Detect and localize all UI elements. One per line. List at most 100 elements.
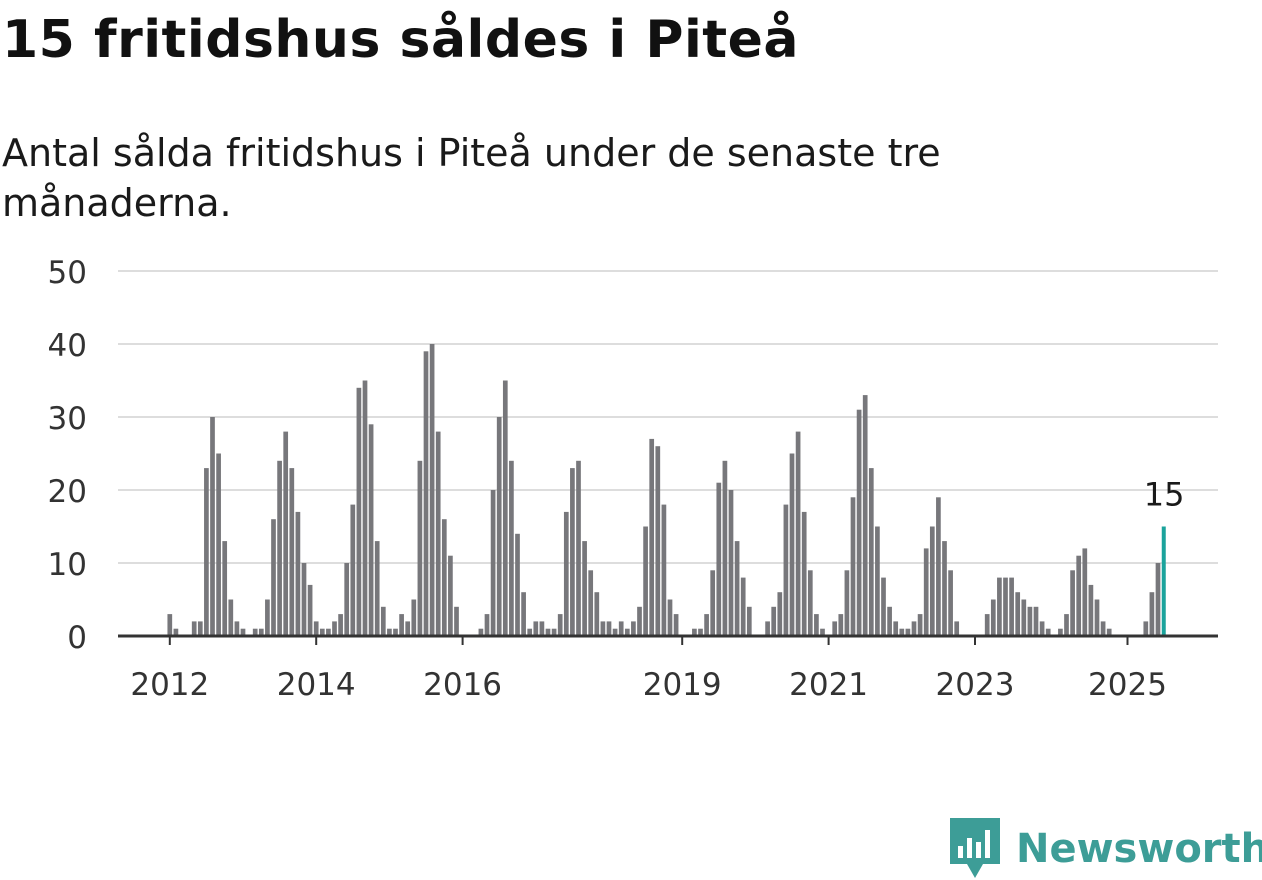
bar [1106, 628, 1112, 636]
bar [929, 526, 935, 636]
bar [936, 497, 941, 636]
bar [417, 460, 423, 636]
bar [667, 599, 673, 636]
bar [990, 599, 996, 636]
bar [594, 592, 600, 636]
bar [301, 563, 307, 636]
x-tick-label: 2014 [277, 667, 356, 703]
bar [765, 621, 770, 636]
bar [1082, 548, 1088, 636]
x-tick-label: 2021 [789, 667, 868, 703]
bar [283, 431, 289, 636]
bar [228, 599, 234, 636]
bar [551, 628, 557, 636]
bar [295, 511, 301, 636]
x-axis-labels: 2012 2014 2016 2019 2021 2023 2025 [130, 667, 1167, 703]
bar [545, 628, 551, 636]
bar [1094, 599, 1100, 636]
bar [618, 621, 624, 636]
bar [1155, 563, 1161, 636]
bar [600, 621, 606, 636]
bar [1076, 555, 1082, 636]
bar [173, 628, 179, 636]
x-axis [118, 634, 1218, 645]
bar [740, 577, 746, 636]
x-tick-label: 2025 [1088, 667, 1167, 703]
bar [258, 628, 264, 636]
logo-text: Newsworthy [1016, 826, 1262, 872]
bar [429, 344, 435, 636]
bar [399, 614, 404, 636]
bar [777, 592, 783, 636]
bar [832, 621, 838, 636]
bar [490, 490, 496, 636]
bar [197, 621, 203, 636]
bar [716, 482, 722, 636]
bar [1045, 628, 1051, 636]
bar [387, 628, 392, 636]
bar [820, 628, 825, 636]
bar [1033, 606, 1039, 636]
bar [435, 431, 441, 636]
bar [948, 570, 953, 636]
bar [1009, 577, 1014, 636]
bar [502, 380, 508, 636]
bar [289, 468, 295, 636]
bar [1143, 621, 1149, 636]
bar [527, 628, 533, 636]
bar [795, 431, 801, 636]
bar [771, 606, 777, 636]
bar [881, 577, 886, 636]
bar [606, 621, 612, 636]
bar [905, 628, 911, 636]
bar [698, 628, 703, 636]
bar [356, 387, 362, 636]
bar [692, 628, 697, 636]
bar [637, 606, 642, 636]
bar [563, 511, 569, 636]
x-tick-label: 2019 [643, 667, 722, 703]
bar [1003, 577, 1008, 636]
bar [746, 606, 752, 636]
bar [734, 541, 740, 636]
bar [454, 606, 459, 636]
bar [911, 621, 917, 636]
bar [661, 504, 667, 636]
bar [984, 614, 990, 636]
bar [234, 621, 240, 636]
bar [582, 541, 587, 636]
bar [875, 526, 880, 636]
bar [576, 460, 581, 636]
bars [167, 344, 1166, 636]
bar [612, 628, 618, 636]
grid-lines [118, 270, 1218, 564]
bar [923, 548, 929, 636]
bar [210, 417, 215, 636]
bar [411, 599, 417, 636]
bar [362, 380, 368, 636]
y-tick-label: 50 [48, 255, 87, 291]
bar [1039, 621, 1045, 636]
bar [344, 563, 350, 636]
bar [807, 570, 813, 636]
bar [783, 504, 789, 636]
chart-subtitle: Antal sålda fritidshus i Piteå under de … [2, 131, 941, 225]
bar [204, 468, 209, 636]
bar [326, 628, 331, 636]
bar [557, 614, 563, 636]
bar [789, 453, 795, 636]
bar [533, 621, 539, 636]
bar [521, 592, 526, 636]
y-tick-label: 40 [48, 328, 87, 364]
bar [838, 614, 844, 636]
bar [478, 628, 484, 636]
bar [844, 570, 850, 636]
newsworthy-logo-icon [950, 818, 1000, 878]
bar [350, 504, 356, 636]
bar [887, 606, 892, 636]
bar [1149, 592, 1155, 636]
x-tick-label: 2023 [936, 667, 1015, 703]
bar [1021, 599, 1027, 636]
bar [631, 621, 636, 636]
bar [509, 460, 514, 636]
